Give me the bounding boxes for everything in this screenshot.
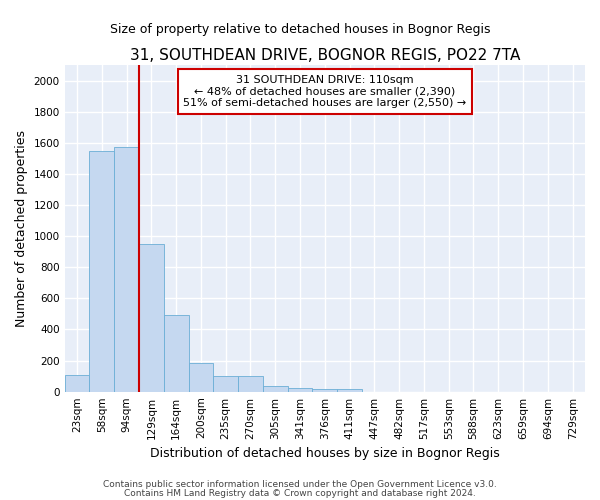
Text: Size of property relative to detached houses in Bognor Regis: Size of property relative to detached ho… [110,22,490,36]
X-axis label: Distribution of detached houses by size in Bognor Regis: Distribution of detached houses by size … [150,447,500,460]
Text: Contains public sector information licensed under the Open Government Licence v3: Contains public sector information licen… [103,480,497,489]
Bar [139,244,164,392]
Bar [65,374,89,392]
Bar [337,390,362,392]
Bar [238,376,263,392]
Y-axis label: Number of detached properties: Number of detached properties [15,130,28,327]
Text: Contains HM Land Registry data © Crown copyright and database right 2024.: Contains HM Land Registry data © Crown c… [124,488,476,498]
Bar [114,148,139,392]
Bar [188,363,214,392]
Title: 31, SOUTHDEAN DRIVE, BOGNOR REGIS, PO22 7TA: 31, SOUTHDEAN DRIVE, BOGNOR REGIS, PO22 … [130,48,520,62]
Bar [287,388,313,392]
Bar [263,386,287,392]
Bar [313,390,337,392]
Bar [89,152,114,392]
Text: 31 SOUTHDEAN DRIVE: 110sqm
← 48% of detached houses are smaller (2,390)
51% of s: 31 SOUTHDEAN DRIVE: 110sqm ← 48% of deta… [183,75,466,108]
Bar [214,376,238,392]
Bar [164,316,188,392]
